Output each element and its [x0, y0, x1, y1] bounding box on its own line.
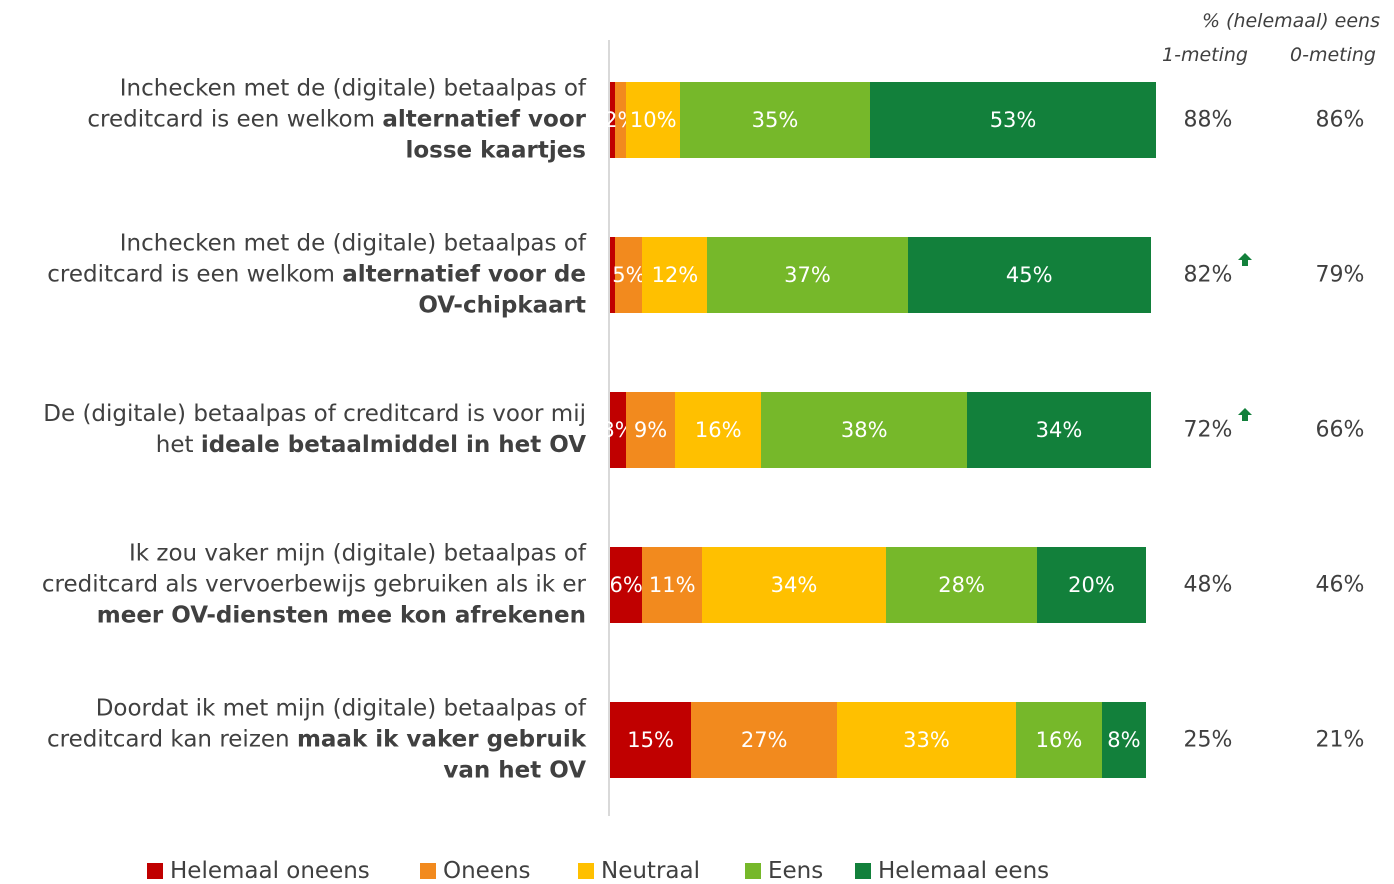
bar-segment	[615, 237, 643, 313]
data-label: 34%	[770, 573, 818, 597]
legend-swatch	[420, 863, 436, 879]
data-label: 53%	[989, 108, 1037, 132]
bar-segment	[691, 702, 838, 778]
data-label: 27%	[740, 728, 788, 752]
category-label: Ik zou vaker mijn (digitale) betaalpas o…	[30, 539, 586, 632]
data-label: 20%	[1068, 573, 1115, 597]
up-arrow	[1238, 253, 1252, 260]
category-text: alternatief voor losse kaartjes	[382, 106, 586, 164]
bar-segment	[615, 82, 627, 158]
data-label: 16%	[1035, 728, 1083, 752]
bar-segment	[885, 547, 1038, 623]
legend-swatch	[147, 863, 163, 879]
bar-segment	[610, 237, 616, 313]
legend-swatch	[745, 863, 761, 879]
summary-value: 21%	[1315, 727, 1365, 753]
data-label: 35%	[751, 108, 799, 132]
data-label: 37%	[784, 263, 831, 287]
legend-item: Eens	[745, 858, 823, 884]
category-text: De (digitale) betaalpas of creditcard is…	[43, 401, 586, 458]
bar-segment	[626, 392, 675, 468]
data-label: 6%	[609, 573, 643, 597]
data-label: 11%	[648, 573, 696, 597]
data-label: 15%	[627, 728, 674, 752]
legend-swatch	[578, 863, 594, 879]
up-arrow-stem	[1242, 260, 1248, 266]
legend-label: Eens	[768, 858, 824, 884]
legend-item: Neutraal	[578, 858, 700, 884]
bar-segment	[707, 237, 908, 313]
legend-label: Helemaal eens	[878, 858, 1050, 884]
summary-value: 79%	[1315, 262, 1365, 288]
category-text: ideale betaalmiddel in het OV	[200, 432, 586, 458]
bar-segment	[642, 237, 708, 313]
summary-title: % (helemaal) eens	[1201, 10, 1380, 32]
bar-segment	[610, 392, 627, 468]
category-text: Ik zou vaker mijn (digitale) betaalpas o…	[41, 540, 586, 598]
summary-value: 46%	[1315, 572, 1365, 598]
bar-segment	[610, 547, 643, 623]
category-text: alternatief voor de OV-chipkaart	[342, 261, 586, 319]
summary-value: 48%	[1183, 572, 1233, 598]
summary-column: 1-meting	[1162, 44, 1248, 66]
data-label: 5%	[612, 263, 646, 287]
bar-segment	[674, 392, 762, 468]
bar-segment	[1037, 547, 1146, 623]
legend-item: Helemaal eens	[855, 858, 1049, 884]
legend-item: Helemaal oneens	[147, 858, 370, 884]
up-arrow-stem	[1242, 415, 1248, 421]
summary-value: 25%	[1183, 727, 1233, 753]
summary-value: 88%	[1183, 107, 1233, 133]
summary-value: 72%	[1183, 417, 1233, 443]
up-arrow	[1238, 408, 1252, 415]
legend-item: Oneens	[420, 858, 531, 884]
bar-segment	[642, 547, 702, 623]
data-label: 45%	[1005, 263, 1053, 287]
data-label: 8%	[1107, 728, 1141, 752]
bar-segment	[907, 237, 1151, 313]
bar-segment	[626, 82, 681, 158]
data-label: 28%	[938, 573, 985, 597]
bar-segment	[761, 392, 968, 468]
legend-label: Neutraal	[601, 858, 700, 884]
bar-segment	[967, 392, 1151, 468]
legend-label: Oneens	[443, 858, 531, 884]
summary-value: 82%	[1183, 262, 1233, 288]
bar-segment	[1102, 702, 1146, 778]
bar-segment	[869, 82, 1157, 158]
category-label: Inchecken met de (digitale) betaalpas of…	[30, 74, 586, 167]
bar-segment	[610, 82, 616, 158]
data-label: 10%	[629, 108, 677, 132]
summary-column: 0-meting	[1290, 44, 1376, 66]
summary-value: 66%	[1315, 417, 1365, 443]
summary-value: 86%	[1315, 107, 1365, 133]
bar-segment	[610, 702, 692, 778]
data-label: 38%	[840, 418, 888, 442]
bar-segment	[680, 82, 870, 158]
category-text: Doordat ik met mijn (digitale) betaalpas…	[46, 695, 586, 753]
legend-swatch	[855, 863, 871, 879]
bar-segment	[701, 547, 886, 623]
data-label: 33%	[903, 728, 950, 752]
data-label: 16%	[694, 418, 742, 442]
data-label: 34%	[1035, 418, 1083, 442]
legend-label: Helemaal oneens	[170, 858, 370, 884]
bar-segment	[837, 702, 1016, 778]
category-label: Inchecken met de (digitale) betaalpas of…	[30, 229, 586, 322]
data-label: 12%	[651, 263, 699, 287]
data-label: 9%	[633, 418, 668, 442]
category-text: Inchecken met de (digitale) betaalpas of…	[87, 75, 586, 133]
category-label: Doordat ik met mijn (digitale) betaalpas…	[30, 694, 586, 787]
axis-line	[608, 40, 610, 816]
category-text: maak ik vaker gebruik van het OV	[296, 726, 586, 784]
category-text: Inchecken met de (digitale) betaalpas of…	[47, 230, 586, 288]
category-text: meer OV-diensten mee kon afrekenen	[96, 602, 586, 629]
category-label: De (digitale) betaalpas of creditcard is…	[30, 399, 586, 461]
bar-segment	[1015, 702, 1103, 778]
